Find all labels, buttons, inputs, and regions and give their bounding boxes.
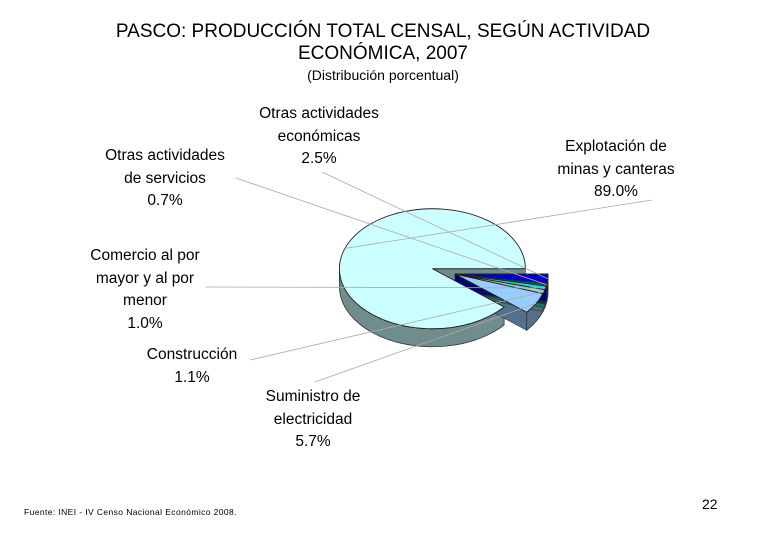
page-number: 22 xyxy=(702,496,718,512)
leader-line xyxy=(249,291,544,361)
pie-edges xyxy=(204,171,653,383)
slice-label-line: de servicios xyxy=(124,169,206,187)
slice-label-electricity: Suministro de electricidad 5.7% xyxy=(238,386,388,454)
source-note: Fuente: INEI - IV Censo Nacional Económi… xyxy=(24,507,237,517)
slice-value-label: 0.7% xyxy=(147,192,183,209)
slice-label-line: Comercio al por xyxy=(90,247,200,264)
slice-label-commerce: Comercio al por mayor y al por menor 1.0… xyxy=(78,245,212,335)
chart-subtitle: (Distribución porcentual) xyxy=(307,67,459,83)
slice-label-line: mayor y al por xyxy=(95,269,195,287)
slice-value-label: 1.0% xyxy=(127,314,163,332)
leader-line xyxy=(344,199,653,249)
leader-line xyxy=(314,303,537,383)
chart-title-line-2: ECONÓMICA, 2007 xyxy=(298,43,468,64)
leader-line xyxy=(321,171,548,280)
slice-value-label: 2.5% xyxy=(301,150,337,167)
slice-value-label: 1.1% xyxy=(174,368,210,386)
slice-value-label: 5.7% xyxy=(295,433,331,450)
pie-tops xyxy=(339,208,549,330)
slice-label-line: Otras actividades xyxy=(105,147,225,164)
slice-label-mining: Explotación de minas y canteras 89.0% xyxy=(538,136,694,204)
slice-value-label: 89.0% xyxy=(594,183,638,200)
leader-line xyxy=(204,286,546,289)
slice-label-line: Otras actividades xyxy=(259,105,379,122)
slice-label-line: Suministro de xyxy=(265,388,361,405)
slice-label-line: económicas xyxy=(277,127,361,145)
pie-slice xyxy=(339,208,526,330)
slice-label-line: electricidad xyxy=(273,410,353,428)
slice-label-line: Explotación de xyxy=(565,138,667,155)
chart-title-line-1: PASCO: PRODUCCIÓN TOTAL CENSAL, SEGÚN AC… xyxy=(115,21,651,42)
slice-label-other-services: Otras actividades de servicios 0.7% xyxy=(90,145,240,213)
slice-label-line: Construcción xyxy=(146,346,238,363)
slice-label-other-economic: Otras actividades económicas 2.5% xyxy=(244,103,394,171)
slice-label-construction: Construcción 1.1% xyxy=(132,344,252,389)
slice-label-line: minas y canteras xyxy=(557,160,675,178)
slice-label-line: menor xyxy=(123,292,167,309)
leader-line xyxy=(235,177,547,286)
